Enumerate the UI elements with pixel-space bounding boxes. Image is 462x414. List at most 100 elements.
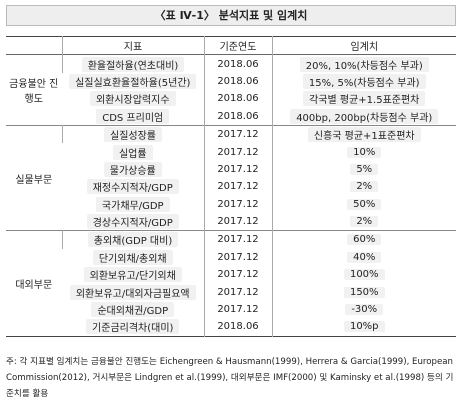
cell: 2017.12 [203, 230, 272, 249]
cell-text: 신흥국 평균+1표준편차 [307, 127, 421, 143]
cell: 외환보유고/단기외채 [62, 266, 204, 283]
cell-text: 2017.12 [217, 216, 259, 228]
table-row: 실물부문 실질성장률 2017.12 신흥국 평균+1표준편차 [6, 125, 456, 186]
cell-text: 2018.06 [217, 93, 259, 105]
cell-text: 10% [347, 146, 382, 158]
cell: 400bp, 200bp(차등점수 부과) [271, 107, 456, 126]
row-group: 금융불안 진행도 환율절하율(연초대비) 2018.06 20%, 10%(차등점수 … [6, 54, 456, 126]
cell-text: 2% [350, 216, 379, 228]
cell: 5% [271, 160, 456, 179]
cell-text: 150% [343, 286, 385, 298]
cell: 2017.12 [203, 300, 272, 319]
cell: 150% [271, 283, 456, 301]
cell: 실업률 [62, 143, 204, 160]
cell-text: 2017.12 [217, 146, 259, 158]
cell: 2017.12 [203, 178, 272, 196]
table-row: 경상수지적자/GDP 2017.12 2% [6, 212, 456, 231]
cell: 2017.12 [203, 125, 272, 144]
cell: 신흥국 평균+1표준편차 [271, 125, 456, 144]
cell-text: 실질성장률 [104, 127, 162, 143]
cell: 2018.06 [203, 107, 272, 126]
table-row: 순대외채권/GDP 2017.12 -30% [6, 300, 456, 319]
cell: 총외채(GDP 대비) [61, 230, 204, 249]
cell: 2% [271, 212, 456, 231]
cell-text: 순대외채권/GDP [91, 302, 175, 318]
header-cell: 임계치 [271, 36, 456, 55]
table-title: 〈표 Ⅳ-1〉 분석지표 및 임계치 [6, 5, 456, 26]
cell-text: 2017.12 [217, 181, 259, 193]
cell-text: 총외채(GDP 대비) [87, 232, 179, 248]
cell-text: 외환보유고/단기외채 [83, 267, 182, 283]
cell: 경상수지적자/GDP [62, 213, 204, 231]
cell: 2017.12 [203, 266, 272, 284]
cell: 10% [271, 143, 456, 161]
table-row: 금융불안 진행도 환율절하율(연초대비) 2018.06 20%, 10%(차등점수 … [6, 54, 456, 105]
cell-text: 2017.12 [217, 234, 259, 246]
group-cell: 실물부문 [15, 174, 53, 186]
cell: 20%, 10%(차등점수 부과) [271, 54, 456, 73]
cell: 실질실효환율절하율(5년간) [62, 73, 204, 90]
table-row: 단기외채/총외채 2017.12 40% [6, 248, 456, 267]
cell: 2018.06 [203, 90, 272, 108]
group-cell: 금융불안 진행도 [9, 79, 59, 106]
cell: 40% [271, 248, 456, 267]
cell: 60% [271, 230, 456, 249]
cell-text: 2% [350, 181, 379, 193]
cell-text: 100% [343, 269, 385, 281]
table-row: CDS 프리미엄 2018.06 400bp, 200bp(차등점수 부과) [6, 107, 456, 126]
cell-text: 2017.12 [217, 198, 259, 210]
cell: 2017.12 [203, 195, 272, 213]
table-row: 국가채무/GDP 2017.12 50% [6, 195, 456, 213]
table-row: 물가상승률 2017.12 5% [6, 160, 456, 179]
table-row: 외환보유고/대외자금필요액 2017.12 150% [6, 283, 456, 301]
cell: 재정수지적자/GDP [62, 178, 204, 195]
table-row: 실업률 2017.12 10% [6, 143, 456, 161]
cell-text: 2018.06 [217, 321, 259, 333]
cell: 단기외채/총외채 [62, 249, 204, 266]
cell-text: 실질실효환율절하율(5년간) [69, 73, 197, 89]
cell: 2017.12 [203, 143, 272, 161]
cell: 기준금리격차(대미) [62, 318, 204, 336]
cell-text: 2017.12 [217, 163, 259, 175]
table-row: 대외부문 총외채(GDP 대비) 2017.12 60% [6, 230, 456, 291]
cell-text: 2018.06 [217, 110, 259, 122]
cell-text: 기준금리격차(대미) [86, 319, 180, 335]
cell-text: 각국별 평균+1.5표준편차 [303, 91, 426, 107]
table-row: 외환보유고/단기외채 2017.12 100% [6, 266, 456, 284]
cell-text: 400bp, 200bp(차등점수 부과) [290, 108, 439, 124]
cell-text: 60% [347, 234, 382, 246]
cell: 2017.12 [203, 212, 272, 231]
cell: 2017.12 [203, 160, 272, 179]
cell: 2% [271, 178, 456, 196]
cell: 15%, 5%(차등점수 부과) [271, 72, 456, 91]
cell-text: 2017.12 [217, 286, 259, 298]
group-cell: 대외부문 [15, 279, 53, 291]
note: 주: 각 지표별 임계치는 금융불안 진행도는 Eichengreen & Ha… [6, 357, 454, 399]
cell-text: 물가상승률 [103, 161, 162, 177]
cell-text: 2018.06 [217, 58, 259, 70]
cell-text: -30% [345, 304, 384, 316]
table: 지표 기준연도 임계치 금융불안 진행도 환율절하율(연초대비) 2018.06 20%,… [6, 36, 456, 337]
header-cell: 지표 [61, 36, 204, 55]
header-row: 지표 기준연도 임계치 [6, 36, 456, 55]
cell-text: 2018.06 [217, 75, 259, 87]
cell: 국가채무/GDP [62, 196, 204, 213]
cell: 각국별 평균+1.5표준편차 [271, 90, 456, 108]
cell: 외환보유고/대외자금필요액 [62, 283, 204, 300]
cell: 50% [271, 195, 456, 213]
cell-text: CDS 프리미엄 [96, 108, 170, 124]
cell-text: 환율절하율(연초대비) [81, 56, 185, 72]
cell-text: 15%, 5%(차등점수 부과) [302, 73, 426, 89]
cell: 2017.12 [203, 248, 272, 267]
cell-text: 외환시장압력지수 [89, 91, 176, 107]
cell-text: 10%p [343, 321, 385, 333]
cell: 100% [271, 266, 456, 284]
cell-text: 2017.12 [217, 251, 259, 263]
table-row: 외환시장압력지수 2018.06 각국별 평균+1.5표준편차 [6, 90, 456, 108]
cell-text: 40% [347, 251, 382, 263]
cell-text: 실업률 [112, 144, 153, 160]
cell: CDS 프리미엄 [62, 108, 204, 126]
table-row: 기준금리격차(대미) 2018.06 10%p [6, 318, 456, 337]
